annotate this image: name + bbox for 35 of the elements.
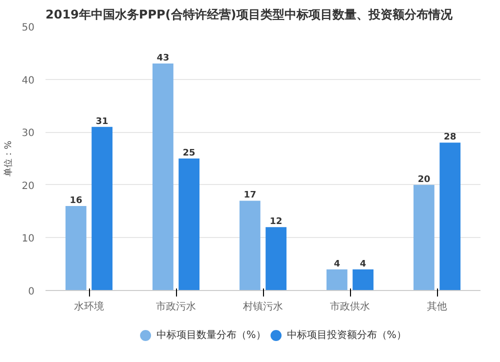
y-tick-label: 0 [28, 286, 35, 298]
bar [66, 206, 86, 290]
data-label: 25 [182, 148, 196, 158]
data-label: 20 [418, 174, 430, 185]
data-label: 28 [444, 132, 456, 143]
bar [92, 126, 112, 290]
bar [152, 63, 174, 290]
x-tick-label: 市政污水 [156, 300, 196, 312]
y-tick-label: 30 [22, 128, 35, 140]
data-label: 31 [96, 116, 108, 127]
data-label: 17 [244, 190, 256, 201]
y-tick-label: 50 [22, 22, 35, 34]
bar [326, 269, 348, 290]
data-label: 43 [156, 53, 170, 64]
data-label: 16 [70, 196, 82, 206]
legend-label: 中标项目数量分布（%） [156, 329, 266, 341]
bar [414, 184, 434, 290]
y-tick-label: 20 [22, 180, 35, 192]
bar [352, 269, 374, 290]
x-tick-label: 其他 [427, 300, 447, 312]
y-axis-title: 单位：% [2, 140, 14, 176]
chart-title: 2019年中国水务PPP(合特许经营)项目类型中标项目数量、投资额分布情况 [46, 8, 454, 22]
bar [178, 158, 200, 290]
y-tick-label: 40 [22, 75, 35, 86]
x-tick-label: 村镇污水 [242, 300, 283, 312]
legend-label: 中标项目投资额分布（%） [286, 329, 406, 341]
y-tick-label: 10 [22, 234, 35, 245]
x-tick-label: 水环境 [74, 300, 104, 312]
bar [240, 200, 260, 290]
bar [266, 227, 286, 290]
data-label: 12 [270, 217, 282, 228]
bar [440, 142, 460, 290]
x-tick-label: 市政供水 [330, 300, 370, 312]
data-label: 4 [360, 259, 366, 270]
data-label: 4 [334, 259, 340, 270]
